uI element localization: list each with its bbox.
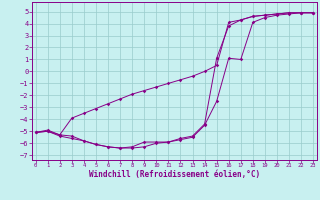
X-axis label: Windchill (Refroidissement éolien,°C): Windchill (Refroidissement éolien,°C) xyxy=(89,170,260,179)
